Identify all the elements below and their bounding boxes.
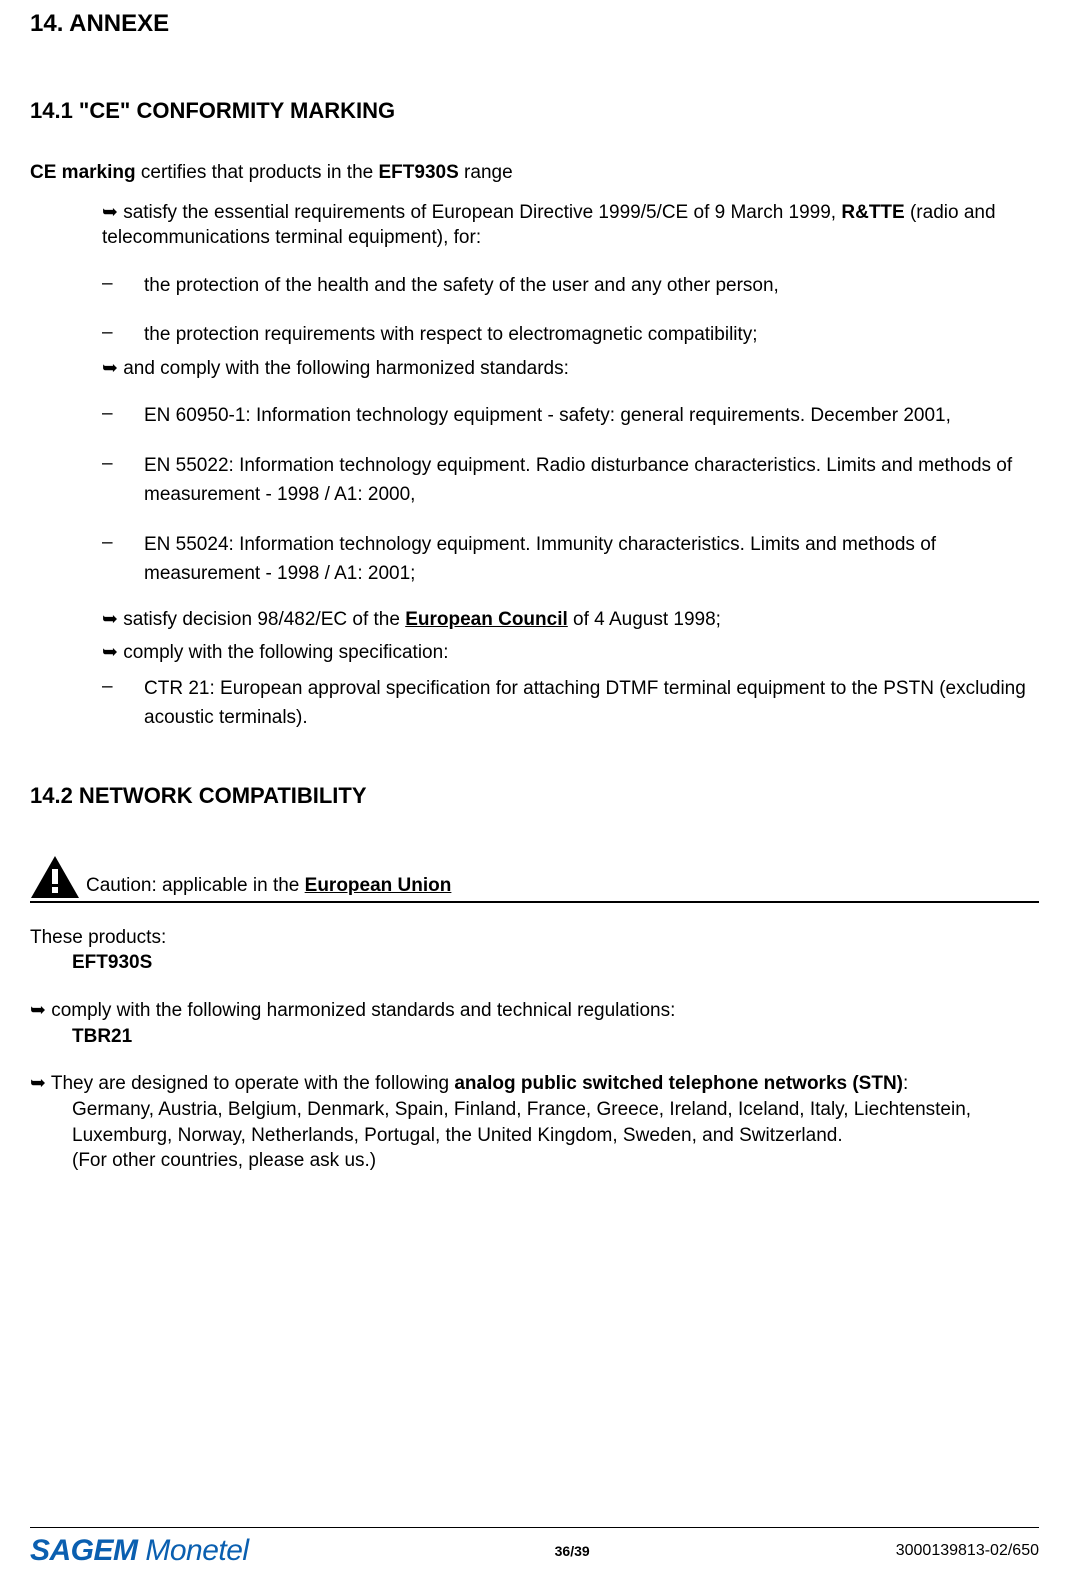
dash-text-2: the protection requirements with respect…	[144, 320, 1039, 349]
comply-line: ➥ comply with the following harmonized s…	[30, 998, 1039, 1049]
page: 14. ANNEXE 14.1 "CE" CONFORMITY MARKING …	[0, 10, 1069, 1588]
arrow3-suffix: of 4 August 1998;	[568, 609, 721, 630]
dash-text-4: EN 55022: Information technology equipme…	[144, 451, 1039, 510]
dash-glyph: –	[102, 271, 144, 300]
logo-bold: SAGEM	[30, 1534, 145, 1567]
page-number: 36/39	[555, 1543, 590, 1559]
arrow-icon: ➥	[30, 1073, 46, 1094]
arrow-icon: ➥	[102, 640, 118, 666]
dash-item: – EN 55022: Information technology equip…	[102, 451, 1039, 510]
ce-marking-bold: CE marking	[30, 162, 136, 183]
dash-list-2: – EN 60950-1: Information technology equ…	[102, 401, 1039, 588]
products-label: These products:	[30, 925, 1039, 951]
standard-name: TBR21	[72, 1026, 132, 1047]
dash-text-5: EN 55024: Information technology equipme…	[144, 530, 1039, 589]
caution-prefix: Caution: applicable in the	[86, 875, 305, 896]
heading-14-1: 14.1 "CE" CONFORMITY MARKING	[30, 98, 1039, 124]
dash-list-3: – CTR 21: European approval specificatio…	[102, 674, 1039, 733]
arrow1-prefix: satisfy the essential requirements of Eu…	[123, 202, 841, 223]
arrow-item-4: ➥ comply with the following specificatio…	[102, 640, 1039, 666]
comply-text: comply with the following harmonized sta…	[51, 1000, 675, 1021]
dash-glyph: –	[102, 451, 144, 510]
dash-item: – CTR 21: European approval specificatio…	[102, 674, 1039, 733]
arrow2-text: and comply with the following harmonized…	[123, 358, 569, 379]
eft930s-bold: EFT930S	[379, 162, 459, 183]
dash-text-6: CTR 21: European approval specification …	[144, 674, 1039, 733]
product-name: EFT930S	[72, 952, 152, 973]
designed-line: ➥ They are designed to operate with the …	[30, 1071, 1039, 1174]
caution-text: Caution: applicable in the European Unio…	[86, 875, 451, 899]
arrow4-text: comply with the following specification:	[123, 642, 448, 663]
sagem-logo: SAGEM Monetel	[30, 1534, 249, 1568]
arrow-icon: ➥	[30, 1000, 46, 1021]
dash-glyph: –	[102, 530, 144, 589]
intro-mid: certifies that products in the	[136, 162, 379, 183]
products-block: These products: EFT930S	[30, 925, 1039, 976]
arrow1-bold: R&TTE	[841, 202, 904, 223]
page-footer: SAGEM Monetel 36/39 3000139813-02/650	[30, 1527, 1039, 1568]
dash-item: – EN 60950-1: Information technology equ…	[102, 401, 1039, 430]
warning-icon	[30, 855, 80, 899]
designed-bold: analog public switched telephone network…	[454, 1073, 903, 1094]
footer-row: SAGEM Monetel 36/39 3000139813-02/650	[30, 1534, 1039, 1568]
caution-bold: European Union	[305, 875, 452, 896]
arrow3-bold: European Council	[405, 609, 568, 630]
arrow-item-2: ➥ and comply with the following harmoniz…	[102, 356, 1039, 382]
dash-glyph: –	[102, 320, 144, 349]
arrow-icon: ➥	[102, 200, 118, 226]
intro-line: CE marking certifies that products in th…	[30, 160, 1039, 186]
arrow-icon: ➥	[102, 607, 118, 633]
arrow-icon: ➥	[102, 356, 118, 382]
heading-14-2: 14.2 NETWORK COMPATIBILITY	[30, 783, 1039, 809]
dash-item: – the protection of the health and the s…	[102, 271, 1039, 300]
dash-list-1: – the protection of the health and the s…	[102, 271, 1039, 350]
doc-reference: 3000139813-02/650	[896, 1542, 1039, 1560]
dash-glyph: –	[102, 674, 144, 733]
arrow-item-1: ➥ satisfy the essential requirements of …	[102, 200, 1039, 251]
dash-item: – the protection requirements with respe…	[102, 320, 1039, 349]
dash-item: – EN 55024: Information technology equip…	[102, 530, 1039, 589]
dash-glyph: –	[102, 401, 144, 430]
dash-text-1: the protection of the health and the saf…	[144, 271, 1039, 300]
designed-prefix: They are designed to operate with the fo…	[51, 1073, 454, 1094]
arrow3-prefix: satisfy decision 98/482/EC of the	[123, 609, 405, 630]
countries-note: (For other countries, please ask us.)	[72, 1148, 1039, 1174]
heading-annexe: 14. ANNEXE	[30, 10, 1039, 38]
dash-text-3: EN 60950-1: Information technology equip…	[144, 401, 1039, 430]
caution-row: Caution: applicable in the European Unio…	[30, 855, 1039, 903]
logo-light: Monetel	[145, 1534, 248, 1567]
countries-list: Germany, Austria, Belgium, Denmark, Spai…	[72, 1097, 1039, 1148]
intro-suffix: range	[459, 162, 513, 183]
footer-rule	[30, 1527, 1039, 1528]
designed-suffix: :	[903, 1073, 908, 1094]
arrow-item-3: ➥ satisfy decision 98/482/EC of the Euro…	[102, 607, 1039, 633]
